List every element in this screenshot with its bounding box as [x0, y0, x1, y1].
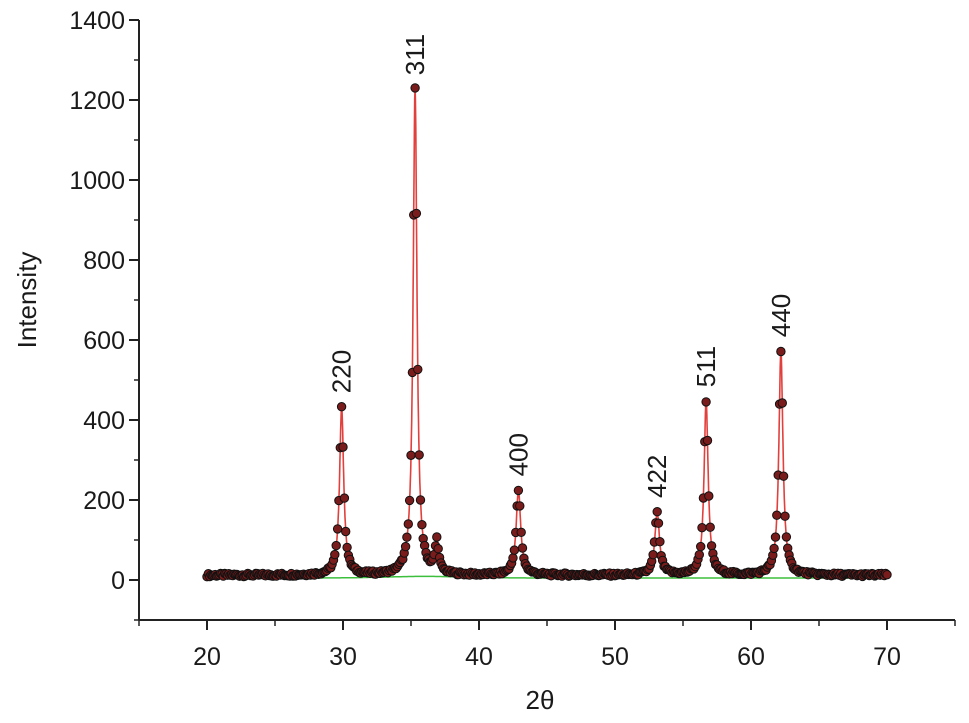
y-tick-label: 1400 — [69, 7, 125, 35]
x-tick-label: 50 — [601, 643, 629, 671]
y-tick-label: 600 — [83, 327, 125, 355]
observed-point — [404, 495, 415, 506]
peak-label: 422 — [642, 455, 672, 498]
observed-point — [336, 402, 347, 412]
observed-point — [701, 397, 711, 407]
observed-point — [772, 510, 782, 520]
observed-point — [694, 550, 704, 560]
x-tick-label: 20 — [193, 643, 221, 671]
observed-point — [331, 540, 341, 551]
observed-point — [402, 532, 412, 542]
y-tick-label: 400 — [83, 407, 125, 435]
axes — [138, 20, 955, 621]
peak-label: 440 — [766, 294, 796, 337]
observed-point — [648, 550, 658, 560]
observed-point — [330, 549, 340, 560]
peak-label: 311 — [400, 34, 430, 75]
observed-point — [415, 495, 426, 505]
observed-point — [432, 532, 442, 542]
y-tick-label: 1000 — [69, 167, 125, 195]
observed-point — [702, 435, 713, 446]
peak-labels: 220 311 400 422 511 440 — [327, 34, 796, 498]
x-tick-label: 70 — [873, 643, 901, 671]
observed-point — [400, 541, 411, 552]
observed-point — [697, 523, 707, 533]
observed-point — [517, 543, 528, 553]
observed-point — [508, 553, 518, 563]
series-layer — [202, 83, 892, 582]
observed-point — [653, 518, 664, 528]
observed-point — [433, 544, 443, 554]
observed-point — [778, 471, 789, 481]
observed-point — [417, 520, 427, 530]
observed-point — [777, 398, 787, 408]
observed-point — [406, 450, 416, 460]
observed-point — [781, 532, 792, 542]
observed-point — [655, 537, 665, 547]
y-tick-label: 200 — [83, 487, 125, 515]
observed-point — [704, 491, 714, 501]
observed-point — [769, 543, 779, 554]
observed-point — [780, 511, 790, 521]
y-axis-title: Intensity — [12, 252, 42, 349]
observed-point — [776, 346, 786, 357]
observed-point — [509, 545, 520, 555]
observed-point — [411, 208, 422, 219]
x-tick-label: 30 — [329, 643, 357, 671]
observed-point — [342, 542, 352, 553]
observed-point — [705, 522, 715, 532]
observed-point — [882, 570, 892, 580]
peak-label: 400 — [503, 433, 533, 476]
observed-point — [515, 501, 525, 511]
observed-point — [652, 507, 662, 517]
x-tick-label: 60 — [737, 643, 765, 671]
observed-point — [403, 519, 413, 529]
observed-point — [341, 526, 351, 537]
y-tick-label: 0 — [111, 567, 125, 595]
x-tick-label: 40 — [465, 643, 493, 671]
observed-point — [706, 541, 717, 551]
observed-point — [516, 527, 526, 537]
observed-point — [696, 541, 706, 552]
peak-label: 220 — [327, 350, 357, 393]
observed-point — [410, 83, 420, 93]
x-ticks: 20 30 40 50 60 70 — [138, 620, 956, 671]
x-axis-title: 2θ — [526, 685, 555, 715]
y-tick-label: 1200 — [69, 87, 125, 115]
y-tick-label: 800 — [83, 247, 125, 275]
observed-point — [770, 532, 781, 542]
observed-point — [413, 364, 423, 375]
observed-point — [338, 442, 348, 452]
y-ticks: 0 200 400 600 800 1000 1200 1400 — [69, 7, 139, 621]
observed-point — [339, 493, 350, 503]
observed-point — [414, 450, 424, 460]
peak-label: 511 — [691, 346, 721, 387]
observed-point — [513, 485, 524, 496]
observed-point — [332, 524, 343, 534]
